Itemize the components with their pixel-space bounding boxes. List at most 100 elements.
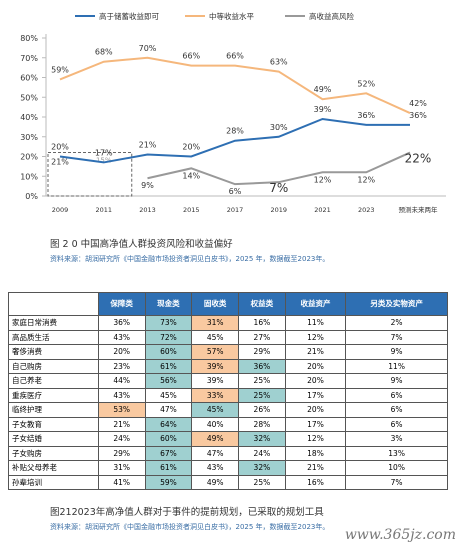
table-row: 子女教育 21% 64% 40% 28% 17% 6% bbox=[8, 416, 448, 432]
data-label: 49% bbox=[314, 85, 332, 94]
x-tick-label: 2021 bbox=[314, 206, 331, 214]
table-cell: 11% bbox=[345, 358, 448, 374]
data-label: 70% bbox=[139, 44, 157, 53]
source: 资料来源：胡润研究所《中国金融市场投资者洞见白皮书》，2025 年，数据截至20… bbox=[50, 255, 330, 263]
table-cell: 49% bbox=[191, 474, 240, 490]
data-label: 9% bbox=[141, 181, 154, 190]
data-label: 20% bbox=[51, 143, 69, 152]
table-cell: 73% bbox=[144, 315, 193, 331]
row-label: 孙辈培训 bbox=[8, 474, 99, 490]
table-cell: 72% bbox=[144, 329, 193, 345]
table-cell: 32% bbox=[238, 460, 286, 476]
y-tick-label: 0% bbox=[25, 192, 38, 201]
table-cell: 28% bbox=[238, 416, 286, 432]
y-tick-label: 10% bbox=[20, 172, 38, 181]
table-cell: 17% bbox=[284, 387, 347, 403]
y-tick-label: 30% bbox=[20, 133, 38, 142]
data-label: 30% bbox=[270, 123, 288, 132]
table-cell: 6% bbox=[345, 387, 448, 403]
table-cell: 21% bbox=[284, 344, 347, 360]
table-cell: 33% bbox=[191, 387, 240, 403]
header-cell: 现金类 bbox=[144, 292, 193, 316]
table-cell: 39% bbox=[191, 373, 240, 389]
x-tick-label: 预测未来两年 bbox=[399, 205, 439, 214]
header-cell bbox=[8, 292, 99, 316]
legend-label: 中等收益水平 bbox=[209, 11, 254, 21]
row-label: 补贴父母养老 bbox=[8, 460, 99, 476]
table-cell: 39% bbox=[191, 358, 240, 374]
table-cell: 16% bbox=[238, 315, 286, 331]
table-cell: 29% bbox=[97, 445, 146, 461]
table-cell: 20% bbox=[284, 402, 347, 418]
data-label: 42% bbox=[409, 99, 427, 108]
table-cell: 47% bbox=[191, 445, 240, 461]
table-cell: 31% bbox=[97, 460, 146, 476]
row-label: 家庭日常消费 bbox=[8, 315, 99, 331]
table-cell: 29% bbox=[238, 344, 286, 360]
table-cell: 43% bbox=[97, 387, 146, 403]
series-line bbox=[59, 117, 410, 164]
caption: 图 2 0 中国高净值人群投资风险和收益偏好 bbox=[50, 239, 233, 250]
x-tick-label: 2015 bbox=[183, 206, 200, 214]
table-cell: 23% bbox=[97, 358, 146, 374]
table-cell: 60% bbox=[144, 431, 193, 447]
table-cell: 12% bbox=[284, 431, 347, 447]
table-cell: 24% bbox=[97, 431, 146, 447]
table-cell: 61% bbox=[144, 358, 193, 374]
table-row: 家庭日常消费 36% 73% 31% 16% 11% 2% bbox=[8, 315, 448, 331]
source: 资料来源：胡润研究所《中国金融市场投资者洞见白皮书》，2025 年，数据截至20… bbox=[50, 523, 330, 531]
table-row: 自己购房 23% 61% 39% 36% 20% 11% bbox=[8, 358, 448, 374]
table-cell: 45% bbox=[191, 329, 240, 345]
table-cell: 25% bbox=[238, 373, 286, 389]
table-cell: 41% bbox=[97, 474, 146, 490]
row-label: 自己购房 bbox=[8, 358, 99, 374]
table-cell: 6% bbox=[345, 416, 448, 432]
table-cell: 32% bbox=[238, 431, 286, 447]
table-cell: 12% bbox=[284, 329, 347, 345]
x-tick-label: 2017 bbox=[227, 206, 244, 214]
table-cell: 7% bbox=[345, 329, 448, 345]
watermark: www.365jz.com bbox=[344, 527, 456, 543]
table-cell: 27% bbox=[238, 329, 286, 345]
table-cell: 21% bbox=[284, 460, 347, 476]
table-cell: 11% bbox=[284, 315, 347, 331]
y-tick-label: 70% bbox=[20, 54, 38, 63]
table-cell: 36% bbox=[97, 315, 146, 331]
table-cell: 2% bbox=[345, 315, 448, 331]
table-row: 奢侈消费 20% 60% 57% 29% 21% 9% bbox=[8, 344, 448, 360]
header-row: 保障类 现金类 固收类 权益类 收益资产 另类及实物资产 bbox=[8, 292, 448, 316]
row-label: 子女购房 bbox=[8, 445, 99, 461]
data-label: 6% bbox=[229, 187, 242, 196]
row-label: 临终护理 bbox=[8, 402, 99, 418]
header-cell: 权益类 bbox=[238, 292, 286, 316]
table-row: 子女结婚 24% 60% 49% 32% 12% 3% bbox=[8, 431, 448, 447]
table-cell: 43% bbox=[191, 460, 240, 476]
row-label: 子女教育 bbox=[8, 416, 99, 432]
x-tick-label: 2011 bbox=[95, 206, 112, 214]
table-cell: 6% bbox=[345, 402, 448, 418]
table-cell: 60% bbox=[144, 344, 193, 360]
table-cell: 25% bbox=[238, 387, 286, 403]
table-cell: 9% bbox=[345, 373, 448, 389]
caption: 图212023年高净值人群对于事件的提前规划，已采取的规划工具 bbox=[50, 507, 324, 518]
series-line bbox=[147, 151, 411, 186]
table-row: 子女购房 29% 67% 47% 24% 18% 13% bbox=[8, 445, 448, 461]
x-tick-label: 2023 bbox=[358, 206, 375, 214]
annotation: 15% bbox=[96, 157, 112, 165]
table-row: 自己养老 44% 56% 39% 25% 20% 9% bbox=[8, 373, 448, 389]
table-cell: 13% bbox=[345, 445, 448, 461]
table-cell: 17% bbox=[284, 416, 347, 432]
dashed-box bbox=[47, 152, 133, 197]
row-label: 子女结婚 bbox=[8, 431, 99, 447]
table-cell: 20% bbox=[284, 373, 347, 389]
table-cell: 18% bbox=[284, 445, 347, 461]
data-label: 14% bbox=[182, 171, 200, 180]
data-label: 28% bbox=[226, 127, 244, 136]
table-row: 临终护理 53% 47% 45% 26% 20% 6% bbox=[8, 402, 448, 418]
data-label: 21% bbox=[51, 158, 69, 167]
table-cell: 45% bbox=[191, 402, 240, 418]
table-cell: 10% bbox=[345, 460, 448, 476]
header-cell: 保障类 bbox=[97, 292, 146, 316]
series-line bbox=[59, 56, 411, 114]
